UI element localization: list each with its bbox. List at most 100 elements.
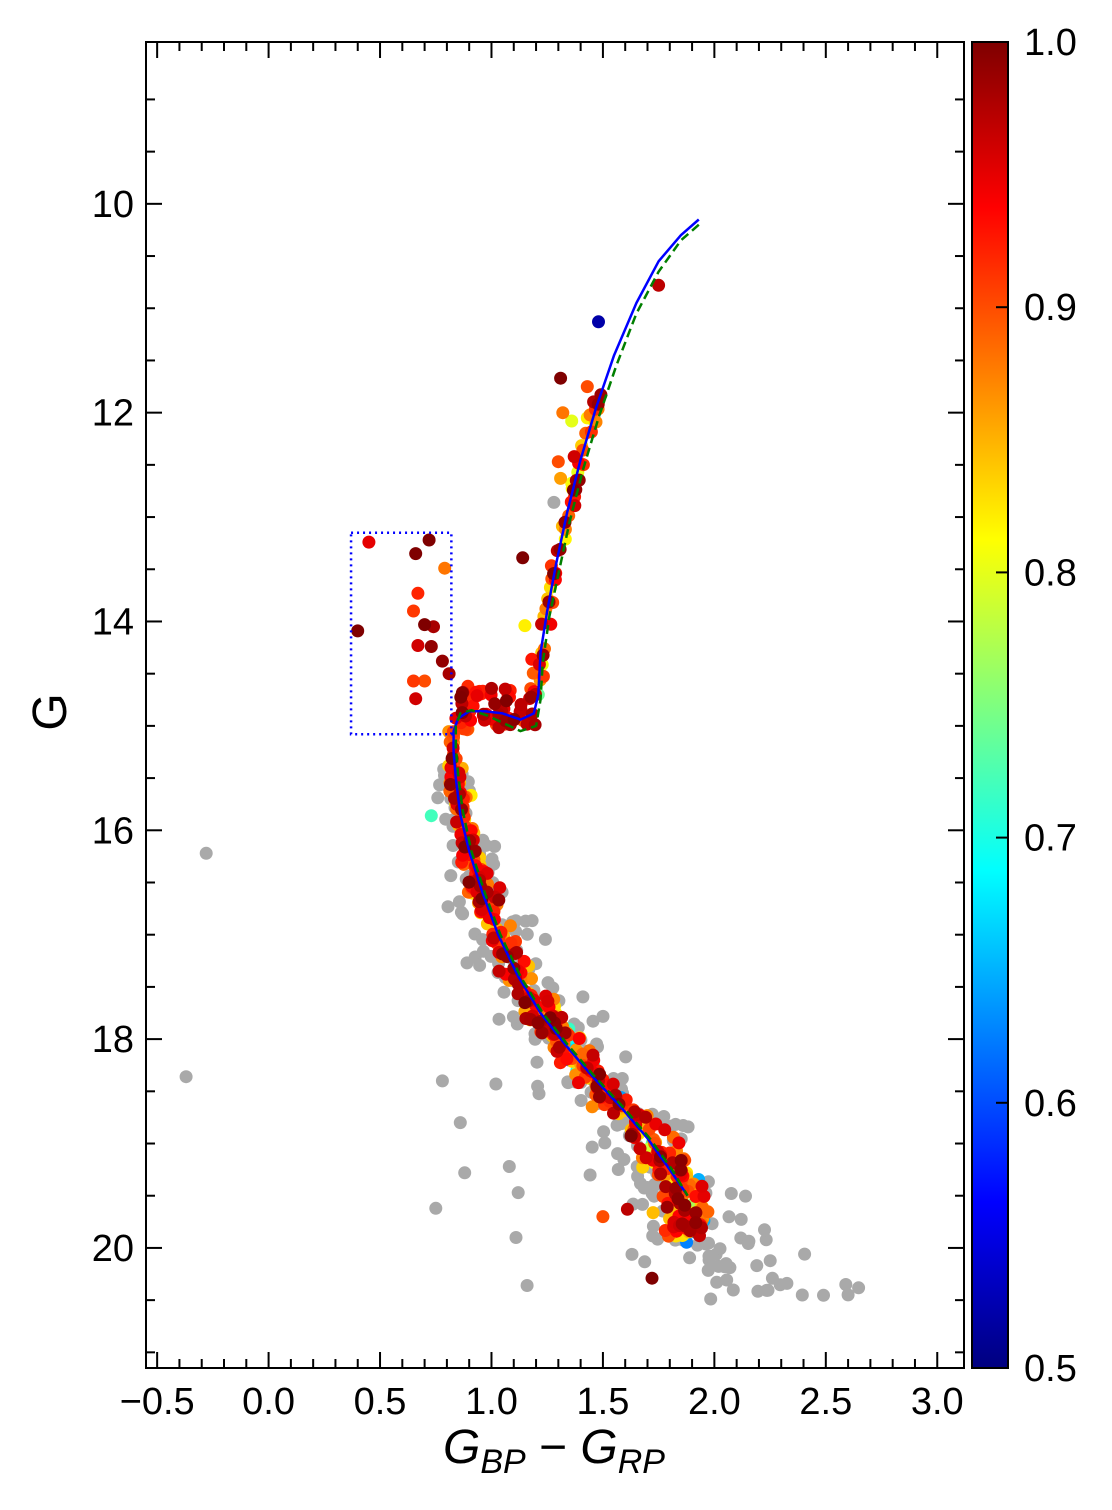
member-star-point [639, 1110, 653, 1124]
x-tick-label: 3.0 [911, 1381, 964, 1423]
colorbar-tick-label: 0.5 [1024, 1348, 1077, 1390]
x-tick-label: 1.5 [577, 1381, 630, 1423]
member-star-point [580, 380, 594, 394]
field-star-point [444, 869, 458, 883]
member-star-point [411, 639, 425, 652]
member-star-point [422, 533, 436, 547]
member-star-point [442, 667, 456, 681]
field-star-point [497, 985, 511, 999]
field-star-point [431, 791, 445, 805]
x-axis-label: GBP − GRP [443, 1421, 665, 1481]
field-star-point [760, 1283, 774, 1297]
colorbar-tick-label: 1.0 [1024, 22, 1077, 64]
member-star-point [620, 1202, 634, 1216]
plot-frame [145, 41, 965, 1369]
y-tick-label: 18 [92, 1019, 134, 1061]
member-star-point [525, 972, 538, 986]
field-star-point [839, 1278, 853, 1291]
member-star-point [593, 1067, 607, 1081]
member-star-point [438, 561, 452, 575]
member-star-point [586, 1048, 600, 1062]
member-star-point [592, 315, 605, 329]
field-star-point [452, 895, 466, 909]
colorbar-tick-label: 0.6 [1024, 1083, 1077, 1125]
field-star-point [636, 1197, 649, 1211]
field-star-point [492, 1012, 506, 1026]
x-axis-label-g1: G [443, 1421, 480, 1474]
member-star-point [518, 996, 532, 1010]
field-star-point [583, 1168, 597, 1182]
field-star-point [702, 1249, 716, 1263]
member-star-point [572, 1076, 585, 1090]
field-star-point [710, 1275, 724, 1289]
member-star-point [409, 692, 423, 706]
field-star-point [669, 1117, 683, 1131]
member-star-point [351, 624, 365, 638]
field-star-point [750, 1259, 764, 1273]
member-star-point [672, 1136, 686, 1150]
field-star-point [841, 1288, 855, 1302]
field-star-point [719, 1257, 733, 1271]
y-tick-label: 10 [92, 184, 134, 226]
field-star-point [538, 932, 552, 946]
member-star-point [407, 674, 420, 688]
member-star-point [596, 1210, 610, 1224]
member-star-point [572, 1032, 586, 1045]
axis-ticks [146, 42, 964, 1368]
field-star-point [759, 1233, 773, 1247]
field-star-point [458, 1166, 472, 1180]
field-star-point [511, 1186, 525, 1200]
member-star-point [560, 1052, 574, 1066]
member-star-point [470, 689, 484, 703]
member-star-point [659, 1180, 673, 1194]
member-star-point [697, 1189, 711, 1203]
field-star-point [758, 1223, 771, 1237]
member-star-point [689, 1206, 703, 1220]
x-tick-label: 2.5 [799, 1381, 852, 1423]
y-tick-labels: 10 12 14 16 18 20 [92, 184, 134, 1270]
x-tick-label: 0.0 [242, 1381, 295, 1423]
x-tick-label: 1.0 [465, 1381, 518, 1423]
field-star-point [532, 1087, 546, 1101]
field-star-point [489, 1077, 503, 1091]
member-star-point [606, 1077, 620, 1091]
field-star-point [520, 927, 534, 941]
field-star-point [765, 1271, 779, 1285]
x-axis-label-sub1: BP [480, 1443, 526, 1481]
field-star-point [763, 1254, 777, 1268]
member-star-point [678, 1198, 692, 1212]
field-star-point [586, 1014, 600, 1028]
field-star-point [585, 1140, 599, 1154]
member-star-point [492, 893, 506, 907]
member-star-point [424, 809, 438, 823]
field-star-point [179, 1070, 193, 1084]
member-star-point [593, 1090, 606, 1104]
member-star-point [517, 954, 531, 968]
field-star-point [476, 933, 490, 947]
member-star-point [701, 1205, 715, 1219]
field-star-point [597, 1125, 611, 1139]
field-star-point [456, 907, 470, 921]
member-star-point [524, 690, 538, 704]
member-star-point [658, 1123, 672, 1137]
x-tick-label: −0.5 [120, 1381, 195, 1423]
colorbar-tick-label: 0.9 [1024, 287, 1077, 329]
member-star-point [565, 414, 579, 428]
member-star-point [531, 1016, 545, 1030]
field-star-point [701, 1263, 715, 1277]
member-star-point [633, 1142, 647, 1156]
field-star-point [617, 1153, 631, 1166]
member-star-point [674, 1154, 688, 1167]
member-star-point [556, 406, 570, 420]
field-star-point [460, 956, 474, 970]
member-star-point [435, 654, 449, 668]
member-star-point [639, 1151, 653, 1165]
member-star-point [567, 450, 581, 464]
field-star-point [435, 1074, 449, 1088]
member-star-point [462, 875, 476, 889]
member-star-point [424, 640, 438, 653]
member-star-point [418, 618, 432, 632]
member-star-point [554, 471, 568, 485]
member-star-point [645, 1271, 659, 1285]
